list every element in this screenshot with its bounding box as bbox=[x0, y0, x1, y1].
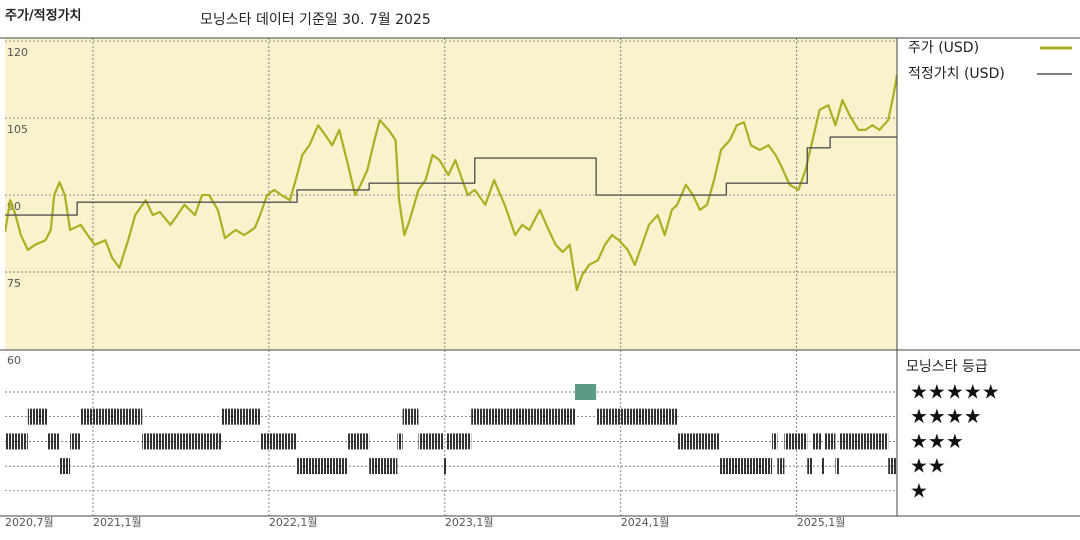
x-tick-label: 2020,7월 bbox=[5, 516, 54, 529]
chart-subtitle: 모닝스타 데이터 기준일 30. 7월 2025 bbox=[200, 12, 431, 28]
rating-level-label: ★★★ bbox=[910, 429, 964, 453]
rating-bar bbox=[80, 408, 143, 425]
rating-bar bbox=[27, 408, 48, 425]
rating-bar bbox=[838, 433, 889, 450]
rating-bar bbox=[471, 408, 576, 425]
rating-bar bbox=[772, 433, 778, 450]
rating-title: 모닝스타 등급 bbox=[906, 359, 988, 375]
rating-level-label: ★ bbox=[910, 478, 928, 502]
y-tick-label: 75 bbox=[7, 277, 21, 290]
y-tick-label: 105 bbox=[7, 123, 28, 136]
rating-bar bbox=[443, 458, 447, 475]
rating-level-label: ★★ bbox=[910, 454, 946, 478]
legend-label: 적정가치 (USD) bbox=[908, 66, 1005, 82]
rating-bar bbox=[297, 458, 349, 475]
rating-bar bbox=[70, 433, 81, 450]
rating-bar bbox=[221, 408, 261, 425]
chart-title: 주가/적정가치 bbox=[5, 8, 82, 24]
legend-label: 주가 (USD) bbox=[908, 40, 979, 56]
rating-bar bbox=[5, 433, 28, 450]
rating-bar bbox=[418, 433, 444, 450]
x-tick-label: 2025,1월 bbox=[797, 516, 846, 529]
y-tick-label: 60 bbox=[7, 354, 21, 367]
x-tick-label: 2024,1월 bbox=[621, 516, 670, 529]
series-line bbox=[5, 136, 897, 216]
rating-bar bbox=[677, 433, 720, 450]
frame-layer bbox=[0, 37, 1080, 517]
rating-bar bbox=[446, 433, 472, 450]
series-layer bbox=[5, 74, 897, 292]
rating-layer: ★★★★★★★★★★★★★★★ bbox=[5, 380, 1000, 502]
rating-bar bbox=[596, 408, 678, 425]
rating-bar bbox=[888, 458, 897, 475]
rating-bar bbox=[348, 433, 370, 450]
rating-bar bbox=[821, 458, 825, 475]
rating-bar bbox=[369, 458, 398, 475]
x-tick-label: 2021,1월 bbox=[93, 516, 142, 529]
rating-level-label: ★★★★ bbox=[910, 404, 982, 428]
rating-bar bbox=[402, 408, 419, 425]
rating-bar bbox=[784, 433, 808, 450]
rating-bar bbox=[835, 458, 839, 475]
y-tick-label: 120 bbox=[7, 46, 28, 59]
background-layer bbox=[5, 38, 897, 350]
rating-bar bbox=[142, 433, 222, 450]
rating-bar bbox=[777, 458, 785, 475]
rating-level-label: ★★★★★ bbox=[910, 380, 1000, 404]
rating-bar bbox=[47, 433, 60, 450]
plot-background bbox=[5, 38, 897, 350]
x-tick-label: 2022,1월 bbox=[269, 516, 318, 529]
rating-bar bbox=[575, 384, 597, 400]
rating-bar bbox=[807, 458, 813, 475]
rating-bar bbox=[260, 433, 298, 450]
x-tick-label: 2023,1월 bbox=[445, 516, 494, 529]
rating-bar bbox=[824, 433, 836, 450]
rating-bar bbox=[719, 458, 773, 475]
rating-bar bbox=[397, 433, 403, 450]
rating-bar bbox=[812, 433, 822, 450]
rating-bar bbox=[59, 458, 71, 475]
